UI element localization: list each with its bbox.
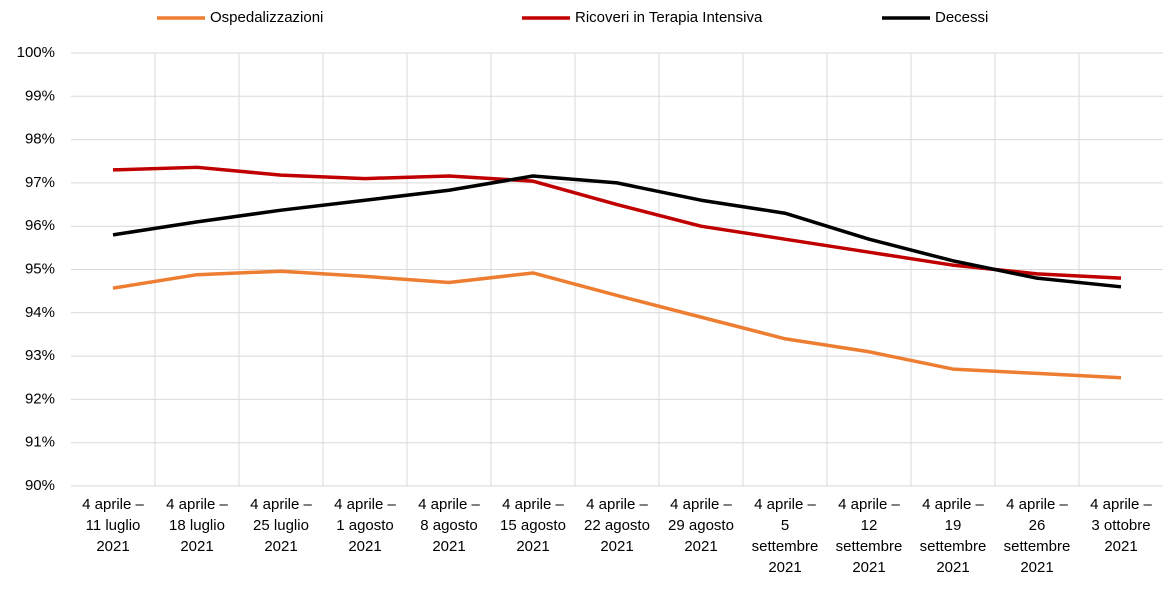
y-tick-label: 100%: [17, 44, 55, 61]
x-tick-label: 4 aprile – 5 settembre 2021: [751, 496, 819, 576]
x-tick-label: 4 aprile – 29 agosto 2021: [668, 496, 734, 555]
series-line: [112, 269, 1122, 380]
y-tick-label: 95%: [25, 260, 55, 277]
y-tick-label: 94%: [25, 304, 55, 321]
x-tick-label: 4 aprile – 19 settembre 2021: [919, 496, 987, 576]
y-tick-label: 98%: [25, 131, 55, 148]
y-tick-label: 92%: [25, 390, 55, 407]
legend-label: Ospedalizzazioni: [210, 9, 323, 26]
series-line: [112, 165, 1122, 280]
x-tick-label: 4 aprile – 12 settembre 2021: [835, 496, 903, 576]
legend-label: Ricoveri in Terapia Intensiva: [575, 9, 763, 26]
x-tick-label: 4 aprile – 25 luglio 2021: [250, 496, 312, 555]
x-tick-label: 4 aprile – 1 agosto 2021: [334, 496, 396, 555]
y-tick-label: 90%: [25, 477, 55, 494]
legend-label: Decessi: [935, 9, 988, 26]
x-tick-label: 4 aprile – 8 agosto 2021: [418, 496, 480, 555]
y-tick-label: 96%: [25, 217, 55, 234]
x-tick-label: 4 aprile – 26 settembre 2021: [1003, 496, 1071, 576]
y-tick-label: 91%: [25, 434, 55, 451]
x-tick-label: 4 aprile – 18 luglio 2021: [166, 496, 228, 555]
y-tick-label: 97%: [25, 174, 55, 191]
x-tick-label: 4 aprile – 11 luglio 2021: [82, 496, 144, 555]
x-tick-label: 4 aprile – 15 agosto 2021: [500, 496, 566, 555]
y-tick-label: 93%: [25, 347, 55, 364]
x-tick-label: 4 aprile – 22 agosto 2021: [584, 496, 650, 555]
x-tick-label: 4 aprile – 3 ottobre 2021: [1090, 496, 1152, 555]
y-tick-label: 99%: [25, 87, 55, 104]
series-line: [112, 174, 1122, 289]
